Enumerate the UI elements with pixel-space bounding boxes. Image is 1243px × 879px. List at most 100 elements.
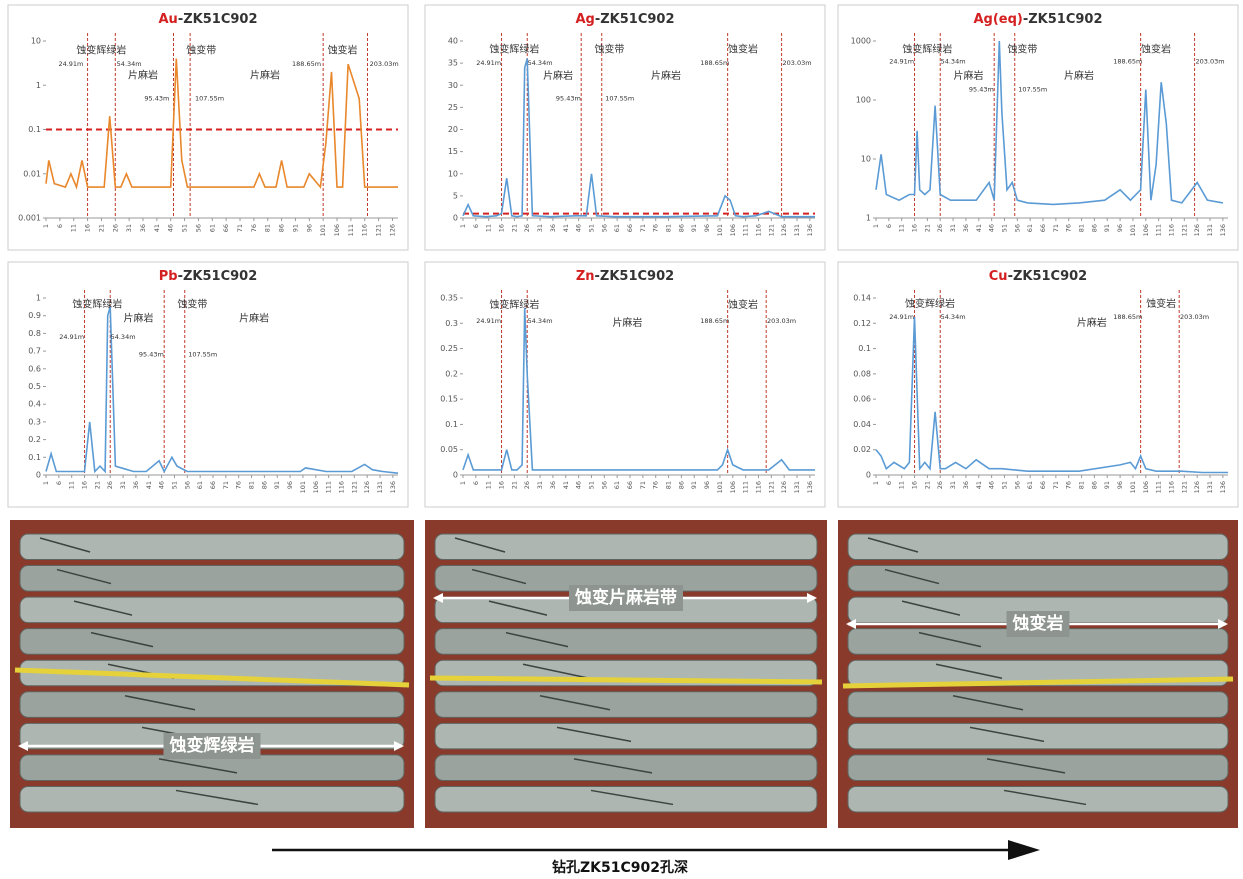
- y-tick-label: 0.1: [445, 420, 458, 429]
- x-tick-label: 121: [767, 481, 775, 493]
- depth-label: 54.34m: [941, 57, 966, 65]
- chart-title: Ag(eq)-ZK51C902: [973, 12, 1102, 27]
- x-tick-label: 121: [767, 224, 775, 236]
- depth-label: 188.65m: [1113, 57, 1142, 65]
- x-tick-label: 31: [536, 224, 544, 232]
- y-tick-label: 0.14: [853, 294, 871, 303]
- x-tick-label: 11: [898, 481, 906, 489]
- x-tick-label: 1: [42, 481, 50, 485]
- core-row: [848, 723, 1228, 749]
- x-tick-label: 11: [70, 224, 78, 232]
- y-tick-label: 10: [448, 169, 458, 178]
- x-tick-label: 16: [911, 224, 919, 232]
- x-tick-label: 46: [575, 224, 583, 232]
- x-tick-label: 41: [975, 224, 983, 232]
- depth-label: 188.65m: [700, 317, 729, 325]
- core-row: [435, 723, 817, 749]
- y-tick-label: 0: [866, 471, 871, 480]
- y-tick-label: 15: [448, 147, 458, 156]
- x-tick-label: 6: [472, 224, 480, 228]
- y-tick-label: 20: [448, 125, 458, 134]
- x-tick-label: 81: [1078, 224, 1086, 232]
- chart-title: Au-ZK51C902: [159, 12, 258, 27]
- x-tick-label: 116: [337, 481, 345, 493]
- depth-label: 203.03m: [1195, 57, 1224, 65]
- x-tick-label: 46: [575, 481, 583, 489]
- x-tick-label: 6: [56, 224, 64, 228]
- x-tick-label: 106: [1142, 224, 1150, 236]
- core-row: [435, 786, 817, 812]
- x-tick-label: 66: [626, 481, 634, 489]
- x-tick-label: 86: [278, 224, 286, 232]
- x-tick-label: 26: [936, 481, 944, 489]
- y-tick-label: 0.2: [28, 435, 41, 444]
- zone-label: 蚀变辉绿岩: [72, 298, 122, 311]
- x-tick-label: 66: [1039, 481, 1047, 489]
- x-tick-label: 96: [1116, 224, 1124, 232]
- x-tick-label: 101: [1129, 481, 1137, 493]
- x-tick-label: 106: [333, 224, 341, 236]
- x-tick-label: 6: [55, 481, 63, 485]
- title-hole: -ZK51C902: [595, 12, 675, 27]
- x-tick-label: 91: [291, 224, 299, 232]
- depth-label: 24.91m: [476, 317, 501, 325]
- x-tick-label: 26: [106, 481, 114, 489]
- core-row: [848, 566, 1228, 592]
- x-tick-label: 16: [84, 224, 92, 232]
- x-tick-label: 136: [1219, 481, 1227, 493]
- x-tick-label: 81: [665, 224, 673, 232]
- y-tick-label: 0.5: [28, 382, 41, 391]
- core-row: [848, 534, 1228, 560]
- x-tick-label: 36: [139, 224, 147, 232]
- photo-label: 蚀变辉绿岩: [169, 735, 255, 756]
- x-tick-label: 86: [677, 224, 685, 232]
- title-element: Pb: [159, 269, 178, 284]
- y-tick-label: 0.06: [853, 395, 871, 404]
- x-tick-label: 106: [729, 481, 737, 493]
- y-tick-label: 0.02: [853, 445, 871, 454]
- y-tick-label: 40: [448, 37, 458, 46]
- x-tick-label: 51: [1000, 481, 1008, 489]
- x-tick-label: 111: [1155, 481, 1163, 493]
- zone-label: 片麻岩: [250, 69, 280, 82]
- zone-label: 蚀变带: [594, 42, 624, 55]
- depth-label: 188.65m: [292, 60, 321, 68]
- depth-label: 95.43m: [556, 95, 581, 103]
- title-element: Ag(eq): [973, 12, 1022, 27]
- y-tick-label: 0.1: [858, 344, 871, 353]
- x-tick-label: 1: [872, 481, 880, 485]
- depth-label: 107.55m: [605, 95, 634, 103]
- depth-label: 54.34m: [941, 313, 966, 321]
- y-tick-label: 0: [453, 471, 458, 480]
- x-tick-label: 91: [1103, 224, 1111, 232]
- y-tick-label: 0.001: [18, 214, 41, 223]
- x-tick-label: 56: [600, 481, 608, 489]
- y-tick-label: 0.08: [853, 369, 871, 378]
- y-tick-label: 5: [453, 191, 458, 200]
- panel-frame: [8, 262, 408, 507]
- figure: Au-ZK51C9020.0010.010.111016111621263136…: [0, 0, 1243, 879]
- y-tick-label: 100: [856, 96, 871, 105]
- x-tick-label: 96: [703, 481, 711, 489]
- x-tick-label: 71: [1052, 481, 1060, 489]
- x-tick-label: 31: [119, 481, 127, 489]
- y-tick-label: 0.12: [853, 319, 871, 328]
- x-tick-label: 126: [1193, 481, 1201, 493]
- x-tick-label: 11: [898, 224, 906, 232]
- x-tick-label: 76: [250, 224, 258, 232]
- x-tick-label: 1: [459, 481, 467, 485]
- x-tick-label: 26: [936, 224, 944, 232]
- x-tick-label: 81: [248, 481, 256, 489]
- x-tick-label: 16: [911, 481, 919, 489]
- y-tick-label: 0.01: [23, 169, 41, 178]
- depth-label: 24.91m: [59, 333, 84, 341]
- x-tick-label: 11: [485, 481, 493, 489]
- x-tick-label: 116: [361, 224, 369, 236]
- zone-label: 蚀变岩: [728, 42, 758, 55]
- x-tick-label: 41: [153, 224, 161, 232]
- y-tick-label: 0.8: [28, 329, 41, 338]
- core-row: [20, 597, 404, 623]
- x-tick-label: 106: [312, 481, 320, 493]
- x-tick-label: 56: [183, 481, 191, 489]
- x-tick-label: 71: [1052, 224, 1060, 232]
